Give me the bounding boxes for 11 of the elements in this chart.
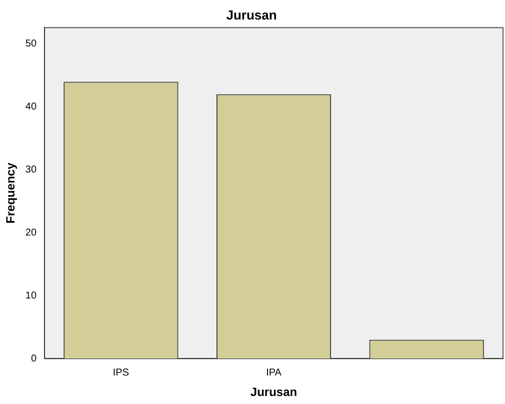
y-tick-label: 20 xyxy=(25,227,37,238)
y-tick-label: 0 xyxy=(30,353,37,364)
y-tick-label: 50 xyxy=(25,38,37,50)
y-tick-label: 10 xyxy=(25,290,37,302)
y-axis-title: Frequency xyxy=(4,162,18,224)
x-axis-title: Jurusan xyxy=(250,385,298,400)
y-tick-label: 30 xyxy=(25,164,37,176)
x-tick-label: IPA xyxy=(266,367,282,378)
chart-title: Jurusan xyxy=(226,7,277,22)
y-tick-label: 40 xyxy=(25,102,37,113)
x-tick-label: IPS xyxy=(112,367,130,378)
